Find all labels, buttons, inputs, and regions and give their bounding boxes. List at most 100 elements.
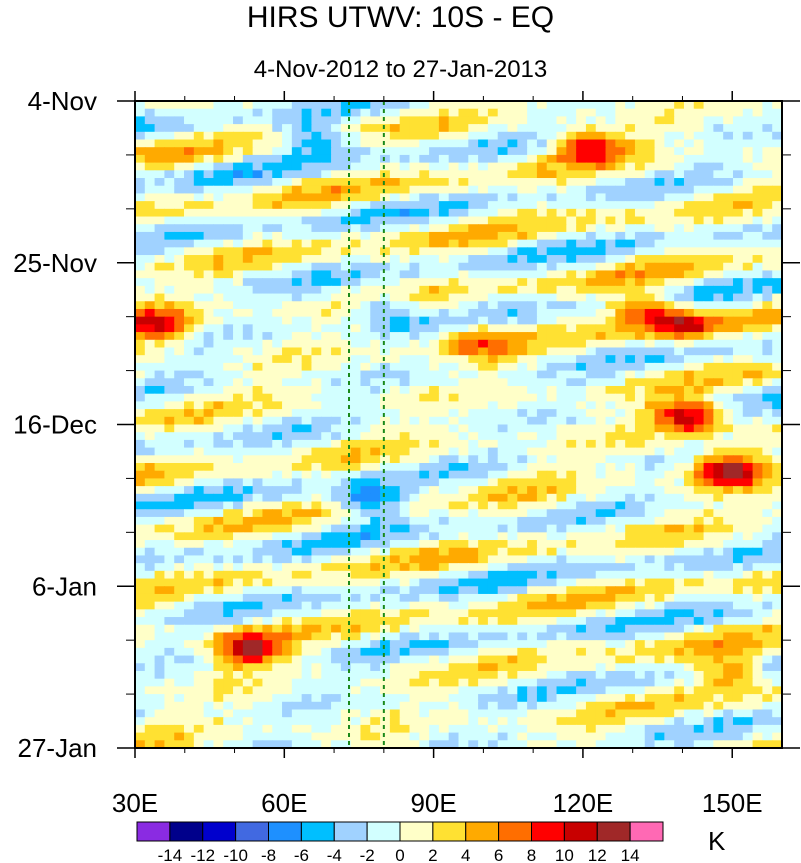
- heatmap-cell: [203, 632, 215, 641]
- heatmap-cell: [576, 601, 587, 610]
- heatmap-cell: [507, 486, 518, 495]
- heatmap-cell: [674, 601, 685, 610]
- heatmap-cell: [252, 355, 264, 364]
- heatmap-cell: [468, 540, 479, 549]
- heatmap-cell: [713, 162, 724, 171]
- heatmap-cell: [399, 362, 411, 372]
- heatmap-cell: [585, 447, 597, 456]
- heatmap-cell: [566, 478, 577, 487]
- heatmap-cell: [399, 424, 411, 433]
- heatmap-cell: [331, 524, 342, 533]
- heatmap-cell: [164, 285, 175, 295]
- heatmap-cell: [291, 239, 303, 248]
- heatmap-cell: [311, 301, 322, 310]
- heatmap-cell: [370, 447, 381, 456]
- heatmap-cell: [370, 270, 381, 279]
- heatmap-cell: [203, 486, 215, 495]
- heatmap-cell: [203, 617, 215, 626]
- heatmap-cell: [282, 678, 293, 687]
- heatmap-cell: [585, 493, 597, 503]
- heatmap-cell: [468, 632, 479, 641]
- heatmap-cell: [634, 570, 646, 580]
- heatmap-cell: [615, 470, 626, 480]
- heatmap-cell: [527, 332, 538, 341]
- heatmap-cell: [203, 447, 215, 456]
- heatmap-cell: [174, 231, 185, 241]
- heatmap-cell: [683, 632, 695, 641]
- heatmap-cell: [527, 439, 538, 449]
- heatmap-cell: [184, 370, 195, 379]
- heatmap-cell: [448, 162, 460, 171]
- heatmap-cell: [458, 647, 469, 657]
- heatmap-cell: [497, 409, 509, 418]
- heatmap-cell: [615, 640, 626, 649]
- heatmap-cell: [242, 586, 254, 595]
- heatmap-cell: [683, 670, 695, 680]
- heatmap-cell: [291, 355, 303, 364]
- heatmap-cell: [468, 624, 479, 634]
- heatmap-cell: [585, 647, 597, 657]
- heatmap-cell: [487, 293, 499, 302]
- heatmap-cell: [233, 316, 244, 325]
- heatmap-cell: [438, 570, 450, 580]
- heatmap-cell: [360, 239, 371, 248]
- heatmap-cell: [742, 370, 754, 379]
- heatmap-cell: [732, 116, 744, 125]
- heatmap-cell: [468, 224, 479, 233]
- heatmap-cell: [429, 101, 440, 110]
- heatmap-cell: [536, 393, 548, 402]
- heatmap-cell: [340, 532, 352, 541]
- heatmap-cell: [732, 255, 744, 264]
- heatmap-cell: [644, 455, 656, 464]
- heatmap-cell: [546, 316, 558, 325]
- heatmap-cell: [252, 216, 264, 225]
- heatmap-cell: [272, 509, 283, 518]
- heatmap-cell: [693, 670, 705, 680]
- heatmap-cell: [135, 339, 146, 349]
- heatmap-cell: [664, 647, 675, 657]
- heatmap-cell: [713, 231, 724, 241]
- heatmap-cell: [331, 124, 342, 133]
- heatmap-cell: [723, 609, 734, 618]
- heatmap-cell: [154, 416, 166, 426]
- heatmap-cell: [135, 193, 146, 202]
- heatmap-cell: [507, 647, 518, 657]
- heatmap-cell: [291, 201, 303, 210]
- heatmap-cell: [762, 262, 773, 272]
- heatmap-cell: [732, 162, 744, 171]
- heatmap-cell: [644, 355, 656, 364]
- heatmap-cell: [213, 655, 224, 664]
- heatmap-cell: [605, 617, 616, 626]
- heatmap-cell: [605, 640, 616, 649]
- heatmap-cell: [654, 208, 665, 218]
- heatmap-cell: [154, 516, 166, 526]
- heatmap-cell: [321, 470, 332, 480]
- heatmap-cell: [546, 116, 558, 125]
- heatmap-cell: [585, 409, 597, 418]
- heatmap-cell: [585, 216, 597, 225]
- heatmap-cell: [233, 586, 244, 595]
- heatmap-cell: [223, 247, 234, 256]
- heatmap-cell: [203, 270, 215, 279]
- heatmap-cell: [644, 162, 656, 171]
- heatmap-cell: [242, 308, 254, 318]
- heatmap-cell: [625, 609, 636, 618]
- heatmap-cell: [683, 339, 695, 349]
- heatmap-cell: [527, 409, 538, 418]
- heatmap-cell: [144, 339, 156, 349]
- heatmap-cell: [458, 586, 469, 595]
- heatmap-cell: [213, 540, 224, 549]
- heatmap-cell: [576, 540, 587, 549]
- heatmap-cell: [429, 393, 440, 402]
- heatmap-cell: [233, 540, 244, 549]
- heatmap-cell: [429, 231, 440, 241]
- heatmap-cell: [762, 586, 773, 595]
- heatmap-cell: [507, 663, 518, 672]
- heatmap-cell: [233, 447, 244, 456]
- heatmap-cell: [458, 178, 469, 187]
- heatmap-cell: [242, 170, 254, 179]
- heatmap-cell: [674, 509, 685, 518]
- heatmap-cell: [487, 285, 499, 295]
- heatmap-cell: [174, 278, 185, 287]
- heatmap-cell: [164, 370, 175, 379]
